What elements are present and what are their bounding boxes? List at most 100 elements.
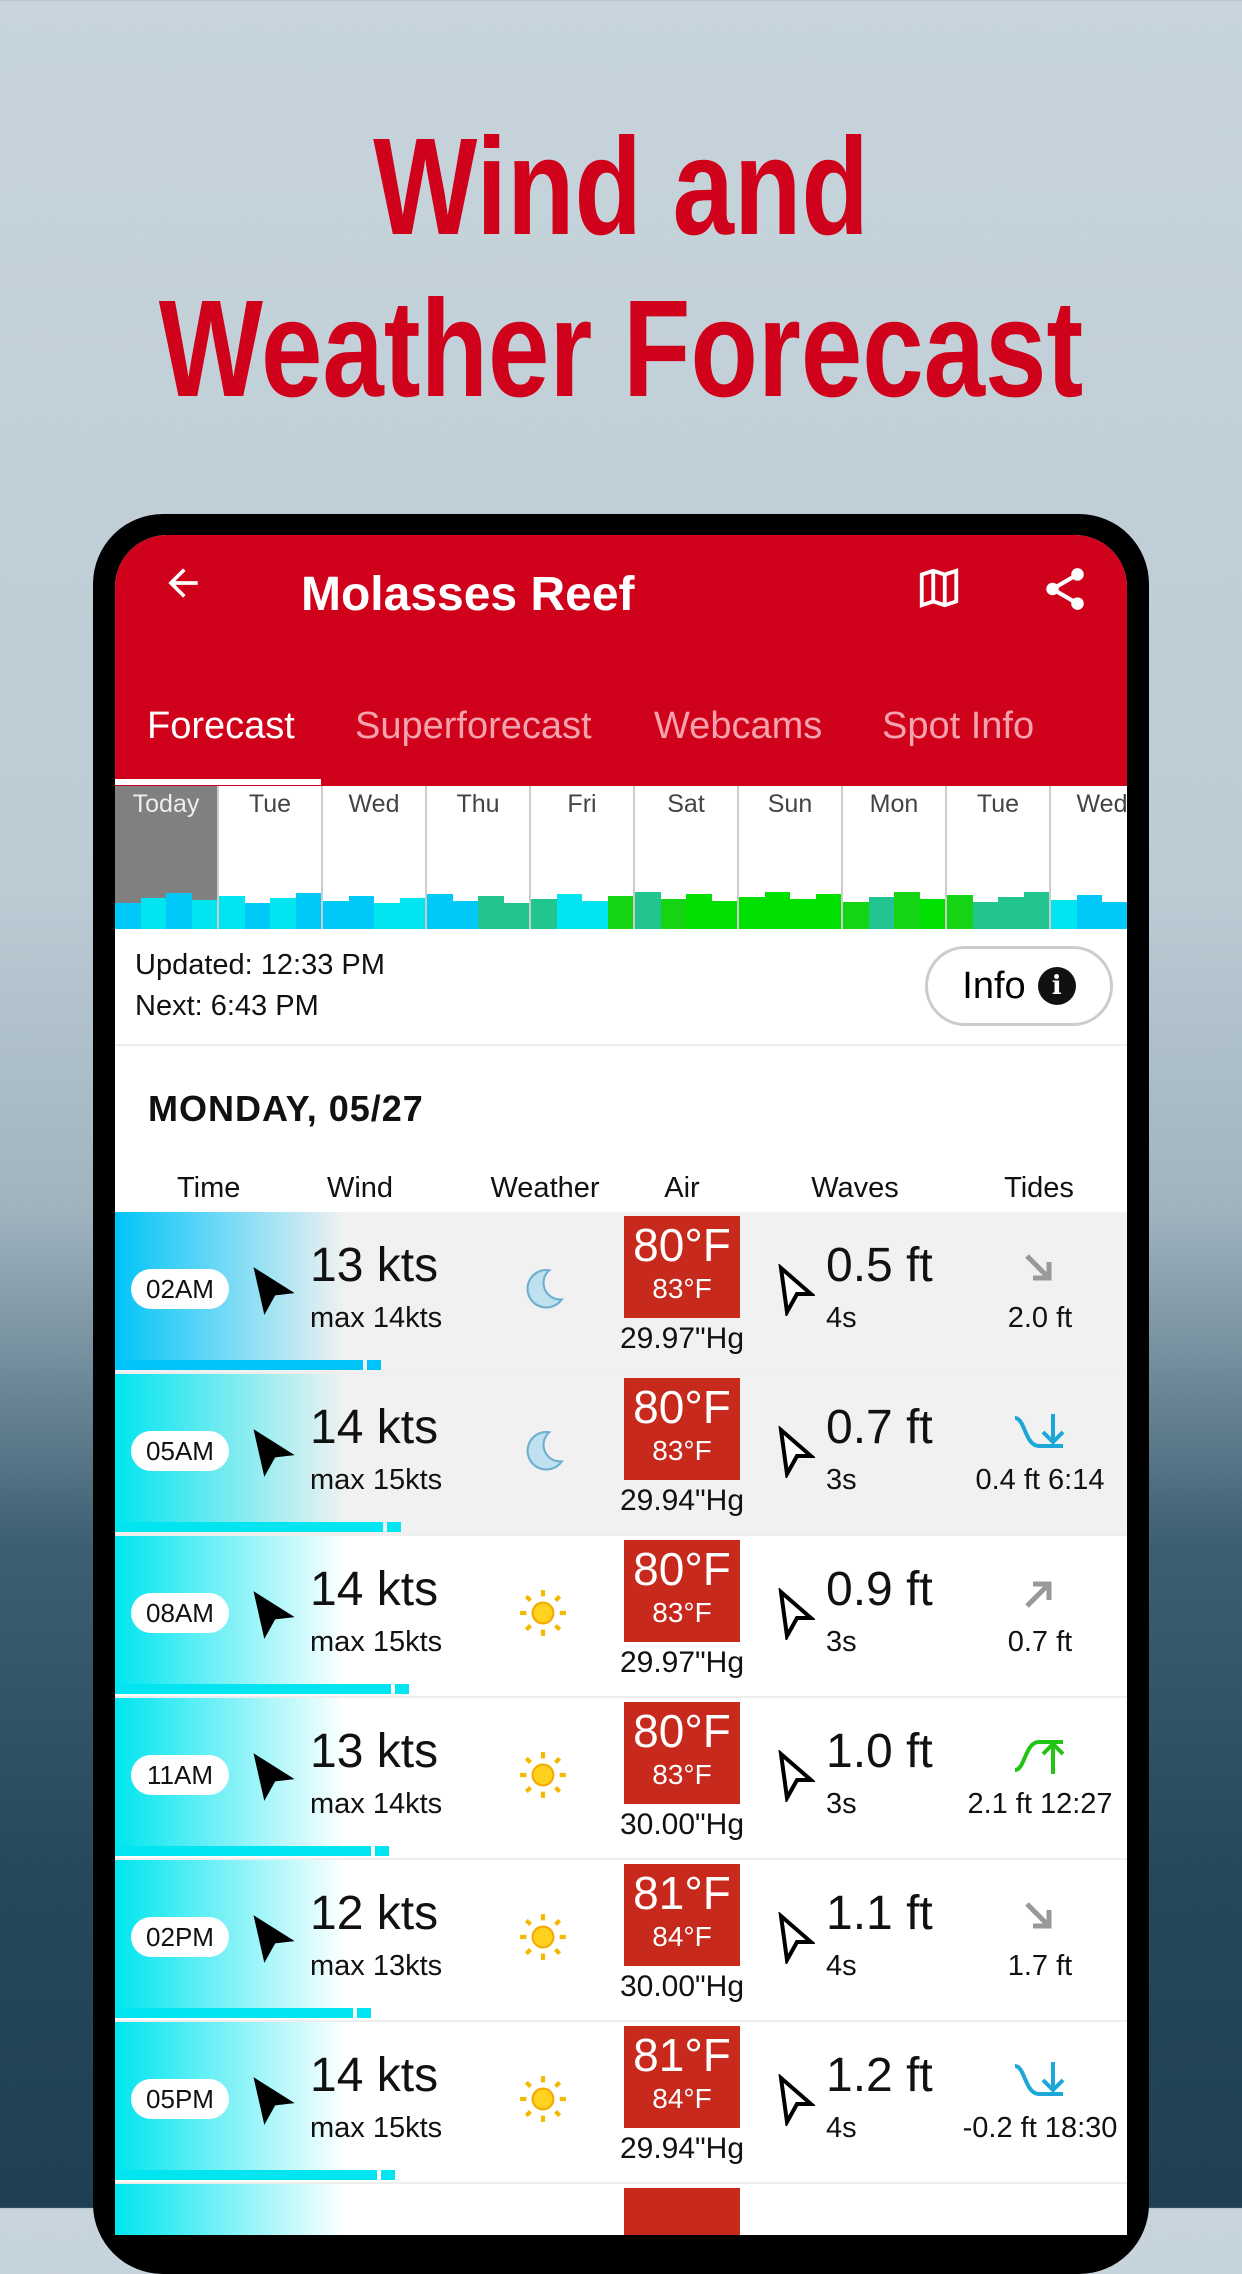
- tab-forecast[interactable]: Forecast: [147, 705, 295, 747]
- tide-value: -0.2 ft 18:30: [962, 2112, 1118, 2144]
- wind-gust-bar: [357, 2008, 371, 2018]
- tide-value: 1.7 ft: [1007, 1950, 1073, 1982]
- tab-webcams[interactable]: Webcams: [654, 705, 823, 747]
- wind-speed-bar: [115, 1846, 371, 1856]
- wind-bar: [607, 896, 633, 929]
- wind-gust-bar: [367, 1360, 381, 1370]
- wind-direction-arrow-icon: [247, 2072, 299, 2130]
- pressure: 30.00"Hg: [619, 1970, 745, 2003]
- tab-bar: Forecast Superforecast Webcams Spot Info: [115, 705, 1127, 786]
- day-tab-9[interactable]: Wed: [1051, 786, 1127, 929]
- tab-spot-info[interactable]: Spot Info: [882, 705, 1035, 747]
- day-wind-bars: [531, 889, 633, 929]
- air-temp: 80°F: [633, 1219, 731, 1271]
- info-icon: i: [1037, 967, 1076, 1005]
- wind-gust-bar: [387, 1522, 401, 1532]
- wind-bar: [790, 899, 816, 929]
- pressure: 30.00"Hg: [619, 1808, 745, 1841]
- day-selector-strip: Today Tue Wed Thu Fri Sat Sun Mon Tue Wed: [115, 786, 1127, 929]
- time-pill: 08AM: [131, 1593, 229, 1633]
- day-tab-6[interactable]: Sun: [739, 786, 843, 929]
- air-temp-box: 80°F 83°F: [624, 1378, 740, 1480]
- wind-bar: [919, 899, 945, 929]
- table-row[interactable]: 05PM 14 kts max 15kts 81°F 84°F 29.94"Hg …: [115, 2022, 1127, 2184]
- wind-bar: [427, 894, 453, 929]
- wave-height: 0.5 ft: [826, 1239, 933, 1292]
- day-tab-3[interactable]: Thu: [427, 786, 531, 929]
- day-tab-1[interactable]: Tue: [219, 786, 323, 929]
- wind-speed-bar: [115, 1684, 391, 1694]
- wind-bar: [374, 903, 400, 929]
- air-temp-box: 80°F 83°F: [624, 1540, 740, 1642]
- tide-value: 2.1 ft 12:27: [967, 1788, 1113, 1820]
- column-header-air: Air: [664, 1172, 700, 1204]
- column-header-tides: Tides: [1004, 1172, 1074, 1204]
- sun-icon: [518, 1588, 568, 1638]
- day-tab-7[interactable]: Mon: [843, 786, 947, 929]
- wind-speed-bar: [115, 1360, 363, 1370]
- table-row[interactable]: 02AM 13 kts max 14kts 80°F 83°F 29.97"Hg …: [115, 1212, 1127, 1374]
- wind-bar: [399, 898, 425, 929]
- wind-gust: max 15kts: [310, 1464, 443, 1496]
- wind-direction-arrow-icon: [247, 1262, 299, 1320]
- day-label: Sun: [767, 790, 813, 818]
- wind-bar: [219, 896, 245, 929]
- arrow-left-icon[interactable]: [161, 561, 205, 617]
- wind-bar: [635, 892, 661, 929]
- day-label: Thu: [456, 790, 500, 818]
- wind-speed-bar: [115, 2008, 353, 2018]
- wind-bar: [323, 901, 349, 929]
- wind-speed: 13 kts: [310, 1239, 439, 1292]
- day-tab-2[interactable]: Wed: [323, 786, 427, 929]
- wind-bar: [1076, 895, 1102, 929]
- share-icon[interactable]: [1040, 563, 1090, 615]
- wave-height: 0.7 ft: [826, 1401, 933, 1454]
- wind-bar: [998, 897, 1024, 929]
- wind-bar: [686, 894, 712, 929]
- wind-speed: 14 kts: [310, 1563, 439, 1616]
- day-tab-4[interactable]: Fri: [531, 786, 635, 929]
- updated-time: Updated: 12:33 PM: [135, 949, 385, 981]
- headline-line-2: Weather Forecast: [158, 272, 1084, 426]
- day-tab-5[interactable]: Sat: [635, 786, 739, 929]
- feels-like-temp: 84°F: [652, 2083, 712, 2114]
- wave-period: 4s: [826, 1950, 857, 1982]
- day-wind-bars: [115, 889, 217, 929]
- table-row[interactable]: 08AM 14 kts max 15kts 80°F 83°F 29.97"Hg …: [115, 1536, 1127, 1698]
- pressure: 29.94"Hg: [619, 2132, 745, 2165]
- air-temp: 80°F: [633, 1705, 731, 1757]
- info-button[interactable]: Info i: [925, 946, 1113, 1026]
- day-label: Mon: [869, 790, 919, 818]
- table-row[interactable]: 02PM 12 kts max 13kts 81°F 84°F 30.00"Hg …: [115, 1860, 1127, 2022]
- table-row[interactable]: 11AM 13 kts max 14kts 80°F 83°F 30.00"Hg …: [115, 1698, 1127, 1860]
- day-wind-bars: [427, 889, 529, 929]
- wind-bar: [739, 897, 765, 929]
- wind-direction-arrow-icon: [247, 1586, 299, 1644]
- day-wind-bars: [739, 889, 841, 929]
- air-temp-box: [624, 2188, 740, 2235]
- time-pill: 02AM: [131, 1269, 229, 1309]
- wind-gradient: [115, 2184, 345, 2235]
- wind-direction-arrow-icon: [247, 1910, 299, 1968]
- wind-bar: [531, 899, 557, 929]
- day-wind-bars: [947, 889, 1049, 929]
- day-wind-bars: [219, 889, 321, 929]
- spot-title: Molasses Reef: [301, 568, 635, 621]
- wind-gust: max 15kts: [310, 2112, 443, 2144]
- table-row[interactable]: 05AM 14 kts max 15kts 80°F 83°F 29.94"Hg …: [115, 1374, 1127, 1536]
- wind-bar: [843, 902, 869, 929]
- sun-icon: [518, 1912, 568, 1962]
- wind-bar: [295, 893, 321, 929]
- day-tab-0[interactable]: Today: [115, 786, 219, 929]
- day-tab-8[interactable]: Tue: [947, 786, 1051, 929]
- day-label: Tue: [976, 790, 1020, 818]
- wind-gust-bar: [395, 1684, 409, 1694]
- wind-speed: 14 kts: [310, 2049, 439, 2102]
- feels-like-temp: 83°F: [652, 1435, 712, 1466]
- air-temp: 80°F: [633, 1543, 731, 1595]
- wind-bar: [191, 900, 217, 929]
- wind-bar: [582, 901, 608, 929]
- time-pill: 05PM: [131, 2079, 229, 2119]
- map-icon[interactable]: [915, 565, 963, 611]
- tab-superforecast[interactable]: Superforecast: [355, 705, 592, 747]
